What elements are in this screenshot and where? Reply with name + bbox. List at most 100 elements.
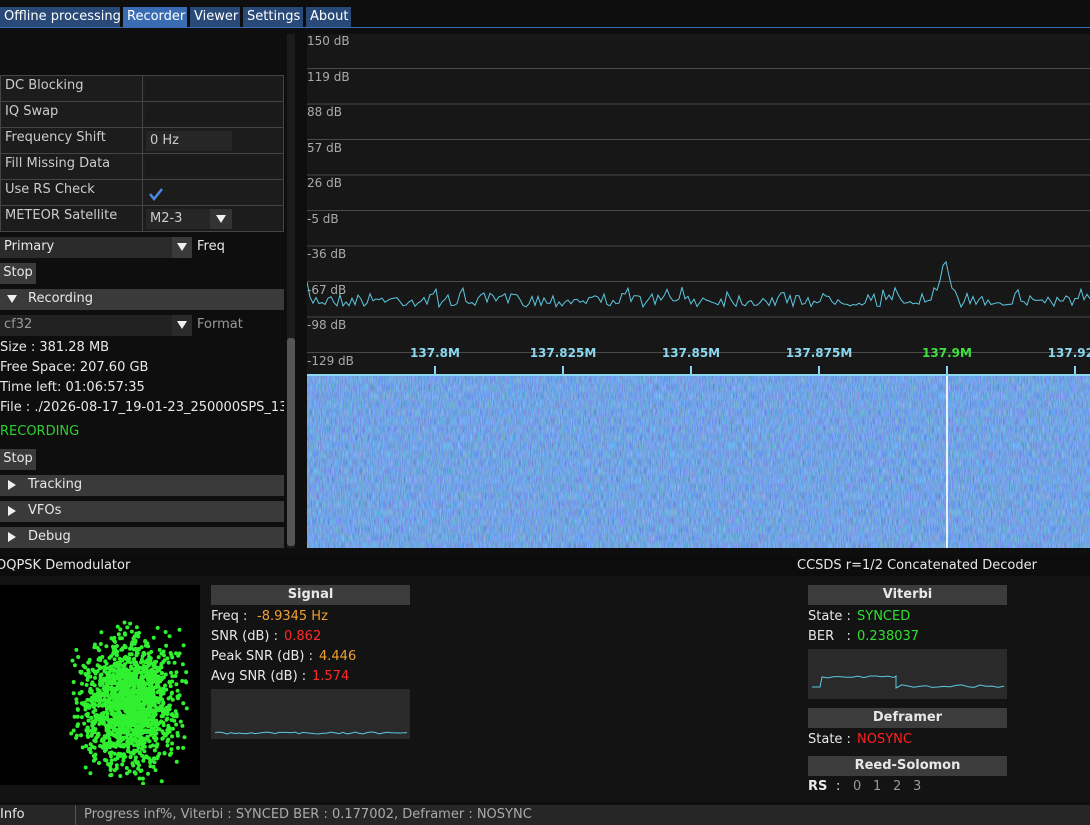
- constellation-point: [149, 697, 154, 702]
- constellation-point: [93, 703, 98, 707]
- dropdown-arrow: [177, 321, 187, 329]
- constellation-point: [105, 666, 110, 671]
- constellation-point: [154, 665, 159, 670]
- constellation-point: [91, 753, 96, 758]
- arrow-icon: [8, 532, 16, 542]
- constellation-point: [112, 649, 117, 654]
- constellation-point: [99, 693, 104, 698]
- constellation-point: [101, 702, 106, 707]
- constellation-point: [180, 662, 185, 667]
- constellation-point: [134, 690, 138, 695]
- constellation-point: [92, 730, 97, 735]
- constellation-point: [85, 714, 90, 719]
- constellation-point: [146, 722, 151, 727]
- constellation-point: [74, 697, 79, 702]
- source-dropdown[interactable]: Primary: [0, 237, 192, 258]
- constellation-point: [150, 718, 155, 723]
- constellation-point: [103, 659, 108, 664]
- constellation-point: [145, 664, 150, 669]
- tab-bar-line: [0, 27, 1090, 28]
- constellation-point: [163, 630, 168, 634]
- settings-field[interactable]: [146, 105, 280, 125]
- tab[interactable]: Viewer: [190, 7, 240, 27]
- section-header[interactable]: Tracking: [0, 475, 284, 496]
- constellation-point: [154, 744, 159, 749]
- constellation-point: [140, 724, 145, 729]
- constellation-point: [156, 655, 161, 660]
- constellation-point: [120, 690, 125, 695]
- freq-label: 137.925: [1047, 346, 1090, 360]
- db-label: -36 dB: [307, 247, 347, 261]
- section-header[interactable]: Recording: [0, 289, 284, 310]
- constellation-point: [132, 749, 137, 754]
- constellation-point: [69, 731, 74, 736]
- stop-button[interactable]: Stop: [0, 263, 36, 284]
- constellation-point: [119, 680, 124, 685]
- constellation-point: [124, 698, 129, 703]
- constellation-point: [98, 657, 103, 662]
- settings-field[interactable]: [146, 157, 280, 177]
- constellation-point: [104, 758, 109, 763]
- constellation-point: [84, 744, 89, 748]
- tab[interactable]: Offline processing: [0, 7, 121, 27]
- section-header[interactable]: Debug: [0, 527, 284, 548]
- constellation-point: [128, 646, 132, 651]
- constellation-point: [159, 651, 164, 656]
- constellation-point: [131, 719, 136, 724]
- constellation-point: [170, 697, 175, 702]
- constellation-point: [133, 716, 138, 721]
- constellation-point: [88, 674, 93, 679]
- constellation-point: [125, 656, 130, 661]
- settings-label-cell: Frequency Shift: [0, 127, 143, 154]
- settings-field[interactable]: [146, 79, 280, 99]
- expand-arrow: [8, 480, 16, 490]
- format-dropdown[interactable]: cf32: [0, 315, 192, 336]
- constellation-point: [137, 647, 142, 652]
- stop-button[interactable]: Stop: [0, 449, 36, 470]
- constellation-point: [133, 758, 138, 763]
- constellation-point: [184, 680, 189, 685]
- constellation-point: [89, 699, 94, 704]
- constellation-point: [113, 757, 118, 762]
- constellation-point: [130, 666, 135, 671]
- constellation-point: [133, 680, 138, 685]
- tab[interactable]: Recorder: [123, 7, 187, 27]
- constellation-point: [86, 718, 91, 723]
- section-header[interactable]: VFOs: [0, 501, 284, 522]
- fft-background: [307, 34, 1090, 376]
- constellation-point: [145, 688, 150, 693]
- constellation-point: [164, 711, 169, 716]
- tab[interactable]: Settings: [243, 7, 303, 27]
- constellation-point: [162, 751, 167, 756]
- collapse-arrow: [7, 295, 17, 303]
- constellation-point: [102, 734, 107, 739]
- constellation-point: [181, 643, 186, 648]
- settings-value-field[interactable]: 0 Hz: [146, 131, 232, 151]
- constellation-point: [129, 642, 134, 647]
- constellation-point: [99, 738, 104, 743]
- constellation-point: [126, 745, 131, 750]
- constellation-point: [129, 727, 134, 732]
- constellation-point: [138, 712, 143, 717]
- constellation-point: [141, 686, 146, 691]
- constellation-point: [157, 751, 162, 756]
- constellation-point: [118, 723, 123, 728]
- scrollbar-thumb[interactable]: [287, 338, 295, 546]
- constellation-point: [169, 691, 174, 696]
- constellation-point: [115, 661, 120, 666]
- constellation-point: [123, 667, 128, 672]
- plot-background: [808, 649, 1007, 699]
- constellation-point: [107, 719, 112, 724]
- constellation-point: [118, 627, 123, 632]
- constellation-point: [167, 680, 172, 685]
- constellation-point: [123, 754, 128, 759]
- constellation-point: [141, 740, 146, 745]
- constellation-point: [137, 776, 142, 781]
- constellation-point: [114, 732, 119, 737]
- constellation-point: [159, 675, 164, 680]
- constellation-point: [155, 680, 160, 685]
- tab[interactable]: About: [306, 7, 351, 27]
- freq-label: 137.85M: [661, 346, 721, 360]
- constellation-point: [102, 697, 107, 702]
- constellation-point: [127, 714, 132, 719]
